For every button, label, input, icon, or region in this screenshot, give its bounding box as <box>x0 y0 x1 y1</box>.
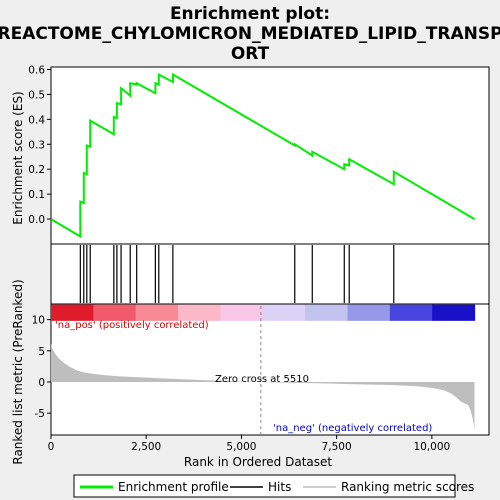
title-line-3: ORT <box>231 44 270 64</box>
x-tick-label: 10,000 <box>413 441 450 453</box>
color-bar-segment <box>262 304 306 321</box>
color-bar-segment <box>432 304 476 321</box>
x-tick-label: 7,500 <box>322 441 352 453</box>
color-bar-segment <box>305 304 349 321</box>
es-profile-line <box>50 72 476 239</box>
metric-panel: 'na_pos' (positively correlated) Zero cr… <box>11 279 490 469</box>
title-line-1: Enrichment plot: <box>170 4 330 24</box>
metric-y-tick-label: 0 <box>38 377 45 389</box>
legend: Enrichment profile Hits Ranking metric s… <box>73 474 474 498</box>
color-bar-segment <box>178 304 222 321</box>
neg-label: 'na_neg' (negatively correlated) <box>273 423 432 434</box>
legend-box <box>73 474 456 498</box>
es-y-tick-label: 0.1 <box>28 189 45 201</box>
es-plot-area <box>50 66 490 245</box>
metric-y-axis: -5 0 5 10 <box>32 315 51 420</box>
pos-label: 'na_pos' (positively correlated) <box>55 320 209 331</box>
es-panel: 0.0 0.1 0.2 0.3 0.4 0.5 0.6 Enrichment score (… <box>11 64 490 245</box>
es-y-tick-label: 0.0 <box>28 214 45 226</box>
x-axis-label: Rank in Ordered Dataset <box>184 455 332 469</box>
title-line-2: REACTOME_CHYLOMICRON_MEDIATED_LIPID_TRAN… <box>0 24 500 44</box>
es-y-tick-label: 0.4 <box>28 114 45 126</box>
metric-y-tick-label: 5 <box>38 346 45 358</box>
metric-y-tick-label: -5 <box>35 408 45 420</box>
metric-x-axis: 0 2,500 5,000 7,500 10,000 <box>48 435 450 453</box>
color-bar-segment <box>347 304 391 321</box>
metric-y-axis-label: Ranked list metric (PreRanked) <box>11 279 25 464</box>
zero-cross-label: Zero cross at 5510 <box>215 374 309 385</box>
color-bar-segment <box>389 304 433 321</box>
es-y-tick-label: 0.6 <box>28 64 45 76</box>
x-tick-label: 2,500 <box>131 441 161 453</box>
x-tick-label: 0 <box>48 441 55 453</box>
hits-panel <box>50 243 490 305</box>
color-bar-segment <box>220 304 264 321</box>
hits-plot-area <box>50 243 490 305</box>
legend-hits-label: Hits <box>268 480 291 494</box>
es-y-axis-label: Enrichment score (ES) <box>11 91 25 224</box>
es-y-axis: 0.0 0.1 0.2 0.3 0.4 0.5 0.6 <box>28 64 51 226</box>
es-y-tick-label: 0.5 <box>28 89 45 101</box>
hit-marks <box>79 245 395 303</box>
legend-profile-label: Enrichment profile <box>118 480 229 494</box>
x-tick-label: 5,000 <box>226 441 256 453</box>
metric-y-tick-label: 10 <box>32 315 45 327</box>
es-y-tick-label: 0.3 <box>28 139 45 151</box>
color-bar-segment <box>135 304 179 321</box>
rank-color-bar <box>51 304 476 321</box>
color-bar-segment <box>51 304 94 321</box>
es-y-tick-label: 0.2 <box>28 164 45 176</box>
metric-plot-area <box>50 303 490 436</box>
legend-metric-label: Ranking metric scores <box>341 480 474 494</box>
color-bar-segment <box>93 304 137 321</box>
